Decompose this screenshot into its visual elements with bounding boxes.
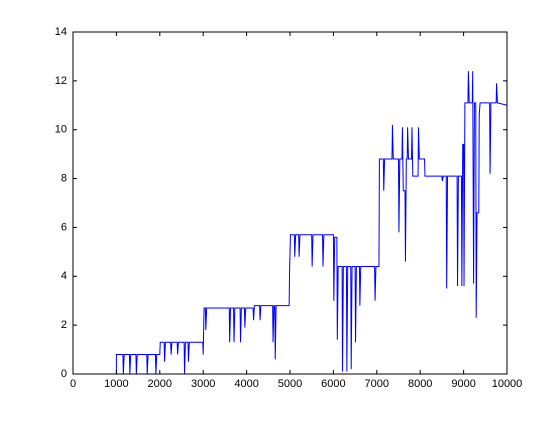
- x-tick-label: 6000: [321, 378, 345, 390]
- y-tick-label: 4: [61, 270, 67, 282]
- data-line: [73, 71, 508, 375]
- x-tick-label: 5000: [278, 378, 302, 390]
- x-tick-label: 3000: [191, 378, 215, 390]
- y-tick-label: 6: [61, 221, 67, 233]
- x-tick-label: 4000: [234, 378, 258, 390]
- y-tick-label: 14: [55, 26, 67, 38]
- y-tick-label: 0: [61, 368, 67, 380]
- y-tick-label: 12: [55, 75, 67, 87]
- x-tick-label: 9000: [451, 378, 475, 390]
- plot-area: [73, 32, 507, 374]
- y-tick-label: 8: [61, 172, 67, 184]
- x-tick-label: 8000: [408, 378, 432, 390]
- x-tick-label: 10000: [492, 378, 523, 390]
- x-tick-label: 1000: [104, 378, 128, 390]
- y-tick-label: 10: [55, 124, 67, 136]
- x-tick-label: 2000: [148, 378, 172, 390]
- x-tick-label: 7000: [365, 378, 389, 390]
- y-tick-label: 2: [61, 319, 67, 331]
- x-tick-label: 0: [70, 378, 76, 390]
